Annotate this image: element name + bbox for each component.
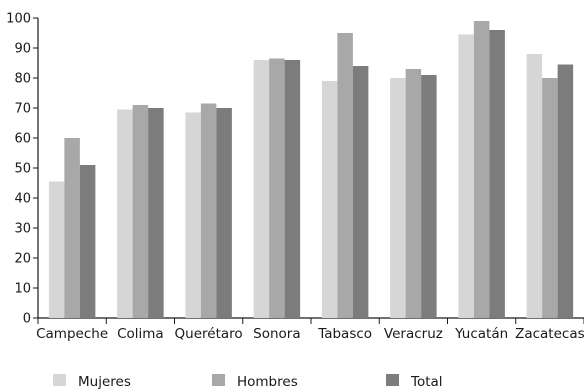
bar-mujeres <box>117 109 133 318</box>
legend: Mujeres Hombres Total <box>53 374 443 390</box>
bar-total <box>148 108 164 318</box>
y-tick-label: 100 <box>6 12 31 27</box>
y-tick-label: 40 <box>14 192 31 207</box>
y-tick-label: 70 <box>14 102 31 117</box>
bars <box>48 21 574 318</box>
bar-hombres <box>132 105 149 318</box>
y-tick-label: 0 <box>23 312 31 327</box>
bar-hombres <box>200 103 217 318</box>
y-tick-label: 20 <box>14 252 31 267</box>
category-label: Zacatecas <box>515 326 584 342</box>
category-label: Yucatán <box>454 326 508 342</box>
bar-total <box>284 60 301 318</box>
y-tick-label: 10 <box>14 282 31 297</box>
legend-label-hombres: Hombres <box>237 374 298 390</box>
bar-total <box>352 66 369 318</box>
bar-hombres <box>405 69 422 318</box>
bar-mujeres <box>321 81 338 318</box>
bar-hombres <box>473 21 490 318</box>
legend-swatch-total <box>386 374 399 386</box>
bar-hombres <box>269 58 285 318</box>
category-label: Sonora <box>253 326 300 342</box>
bar-total <box>489 30 505 318</box>
bar-mujeres <box>48 181 65 318</box>
legend-label-total: Total <box>410 374 443 390</box>
bar-hombres <box>64 138 80 318</box>
category-label: Querétaro <box>175 326 243 342</box>
y-tick-label: 60 <box>14 132 31 147</box>
bar-hombres <box>337 33 353 318</box>
legend-label-mujeres: Mujeres <box>78 374 131 390</box>
bar-mujeres <box>185 112 201 318</box>
bar-mujeres <box>458 34 474 318</box>
x-axis: Campeche Colima Querétaro Sonora Tabasco Vera… <box>36 317 584 342</box>
legend-swatch-mujeres <box>53 374 66 386</box>
y-tick-label: 90 <box>14 42 31 57</box>
y-axis: 0 10 20 30 40 50 60 70 80 90 100 <box>6 12 39 327</box>
bar-total <box>557 64 574 318</box>
bar-mujeres <box>390 78 406 318</box>
category-label: Colima <box>117 326 164 342</box>
bar-mujeres <box>253 60 270 318</box>
category-label: Campeche <box>36 326 108 342</box>
bar-total <box>216 108 232 318</box>
legend-swatch-hombres <box>212 374 225 386</box>
bar-total <box>421 75 437 318</box>
category-label: Veracruz <box>384 326 443 342</box>
bar-hombres <box>542 78 558 318</box>
bar-mujeres <box>526 54 543 318</box>
bar-total <box>79 165 96 318</box>
y-tick-label: 50 <box>14 162 31 177</box>
category-label: Tabasco <box>317 326 372 342</box>
y-tick-label: 80 <box>14 72 31 87</box>
y-tick-label: 30 <box>14 222 31 237</box>
